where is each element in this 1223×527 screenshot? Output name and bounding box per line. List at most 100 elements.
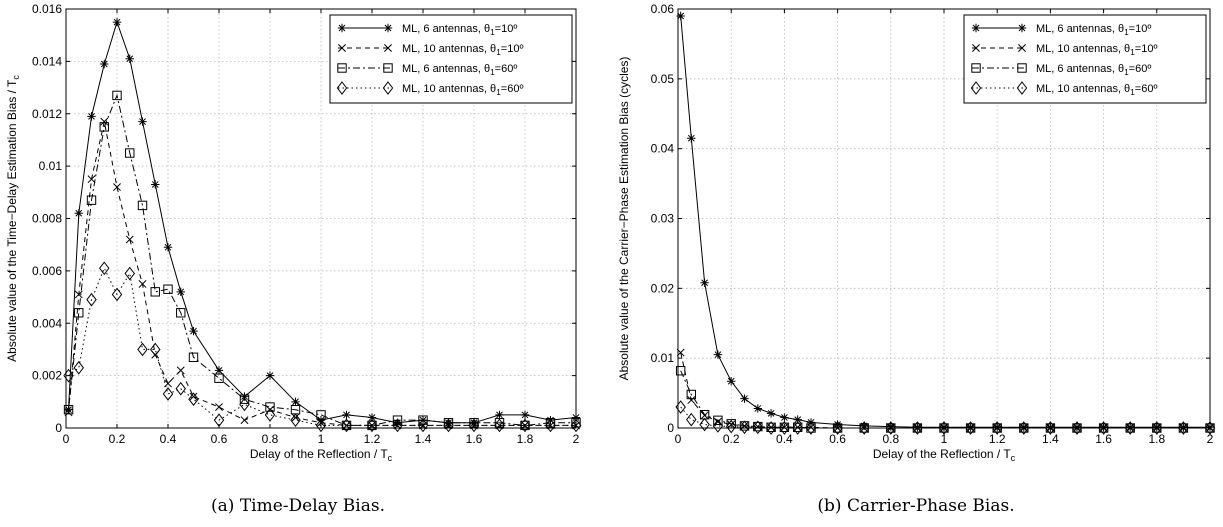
b-data-point — [1204, 421, 1216, 435]
b-data-point — [687, 133, 696, 143]
a-data-point — [367, 413, 377, 422]
b-data-point — [1151, 421, 1163, 435]
a-data-point — [87, 175, 96, 184]
a-data-point — [239, 394, 250, 404]
b-x-tick-label: 1.2 — [989, 432, 1006, 446]
a-data-point — [520, 410, 530, 420]
b-series-line — [680, 352, 1210, 429]
b-x-tick-label: 0.2 — [723, 432, 740, 446]
b-x-tick-label: 0 — [675, 432, 682, 446]
b-y-tick-label: 0.04 — [651, 142, 675, 156]
a-data-point — [189, 392, 198, 401]
a-data-point — [342, 410, 351, 420]
b-data-point — [675, 366, 686, 376]
b-legend-marker — [1017, 63, 1027, 73]
a-data-point — [125, 235, 134, 244]
b-data-point — [753, 404, 762, 413]
a-data-point — [393, 418, 402, 427]
a-data-point — [124, 266, 135, 281]
b-data-point — [885, 421, 897, 435]
a-data-point — [315, 418, 327, 433]
a-data-point — [443, 418, 454, 433]
a-data-point — [570, 418, 582, 433]
a-data-point — [291, 397, 300, 407]
a-data-point — [100, 59, 109, 69]
b-data-point — [713, 415, 723, 426]
a-data-point — [112, 90, 122, 101]
a-x-tick-label: 1.4 — [415, 432, 432, 446]
b-x-axis-label: Delay of the Reflection / Tc — [873, 447, 1016, 463]
a-x-tick-label: 1.8 — [517, 432, 534, 446]
a-series-3 — [63, 90, 581, 431]
caption-carrier-phase-bias: (b) Carrier-Phase Bias. — [817, 496, 1014, 516]
a-legend-marker — [336, 81, 348, 95]
b-data-point — [779, 421, 790, 435]
a-x-tick-label: 1.2 — [364, 432, 381, 446]
a-data-point — [162, 387, 174, 401]
b-data-point — [687, 396, 696, 405]
b-legend-label: ML, 10 antennas, θ1=10º — [1036, 43, 1157, 57]
a-legend-marker — [384, 44, 392, 52]
b-data-point — [886, 422, 895, 431]
a-y-axis-label: Absolute value of the Time−Delay Estimat… — [5, 75, 21, 362]
a-data-point — [99, 122, 109, 132]
b-data-point — [713, 350, 723, 359]
a-data-point — [100, 117, 109, 126]
a-data-point — [86, 195, 97, 205]
a-data-point — [176, 308, 186, 318]
b-data-point — [765, 421, 777, 435]
a-x-tick-label: 2 — [573, 432, 580, 446]
caption-time-delay-bias: (a) Time-Delay Bias. — [211, 496, 385, 516]
a-data-point — [150, 342, 161, 357]
a-y-tick-label: 0.016 — [32, 2, 62, 16]
a-data-point — [290, 413, 301, 427]
a-data-point — [138, 280, 147, 288]
b-data-point — [686, 389, 696, 400]
b-data-point — [739, 420, 750, 435]
b-data-point — [1098, 421, 1109, 435]
a-data-point — [494, 418, 505, 433]
a-y-tick-label: 0 — [55, 421, 62, 435]
a-data-point — [163, 243, 173, 252]
a-legend-marker — [337, 63, 347, 73]
a-data-point — [74, 290, 83, 299]
a-data-point — [176, 366, 185, 375]
b-data-point — [752, 420, 764, 435]
b-x-tick-label: 2 — [1207, 432, 1214, 446]
b-legend-marker — [1016, 81, 1028, 95]
a-data-point — [417, 418, 429, 433]
b-data-point — [793, 415, 802, 424]
b-data-point — [1045, 421, 1056, 435]
b-y-tick-label: 0.01 — [651, 351, 675, 365]
b-data-point — [938, 421, 950, 435]
b-data-point — [686, 412, 697, 427]
b-data-point — [699, 417, 710, 432]
a-x-tick-label: 0.6 — [211, 432, 228, 446]
a-data-point — [317, 418, 325, 427]
a-data-point — [137, 342, 148, 357]
a-legend-label: ML, 6 antennas, θ1=60º — [402, 63, 517, 77]
a-data-point — [74, 209, 83, 218]
a-series-line — [68, 121, 576, 426]
b-data-point — [725, 419, 737, 434]
a-y-tick-label: 0.006 — [32, 264, 62, 278]
a-data-point — [151, 180, 160, 189]
a-x-tick-label: 0.8 — [262, 432, 279, 446]
a-data-point — [495, 410, 504, 420]
a-data-point — [87, 112, 96, 121]
b-data-point — [1071, 421, 1083, 435]
b-data-point — [1178, 421, 1189, 435]
b-x-tick-label: 1.8 — [1148, 432, 1165, 446]
b-data-point — [805, 421, 817, 435]
b-series-line — [680, 370, 1210, 429]
a-x-tick-label: 0 — [63, 432, 70, 446]
b-data-point — [1124, 421, 1136, 435]
a-series-4 — [63, 261, 582, 433]
b-data-point — [858, 421, 870, 435]
b-data-point — [766, 409, 776, 418]
b-y-tick-label: 0 — [667, 421, 674, 435]
b-legend-marker — [971, 63, 981, 73]
b-legend-marker — [970, 81, 982, 95]
a-data-point — [125, 148, 135, 158]
a-legend-marker — [383, 23, 393, 33]
